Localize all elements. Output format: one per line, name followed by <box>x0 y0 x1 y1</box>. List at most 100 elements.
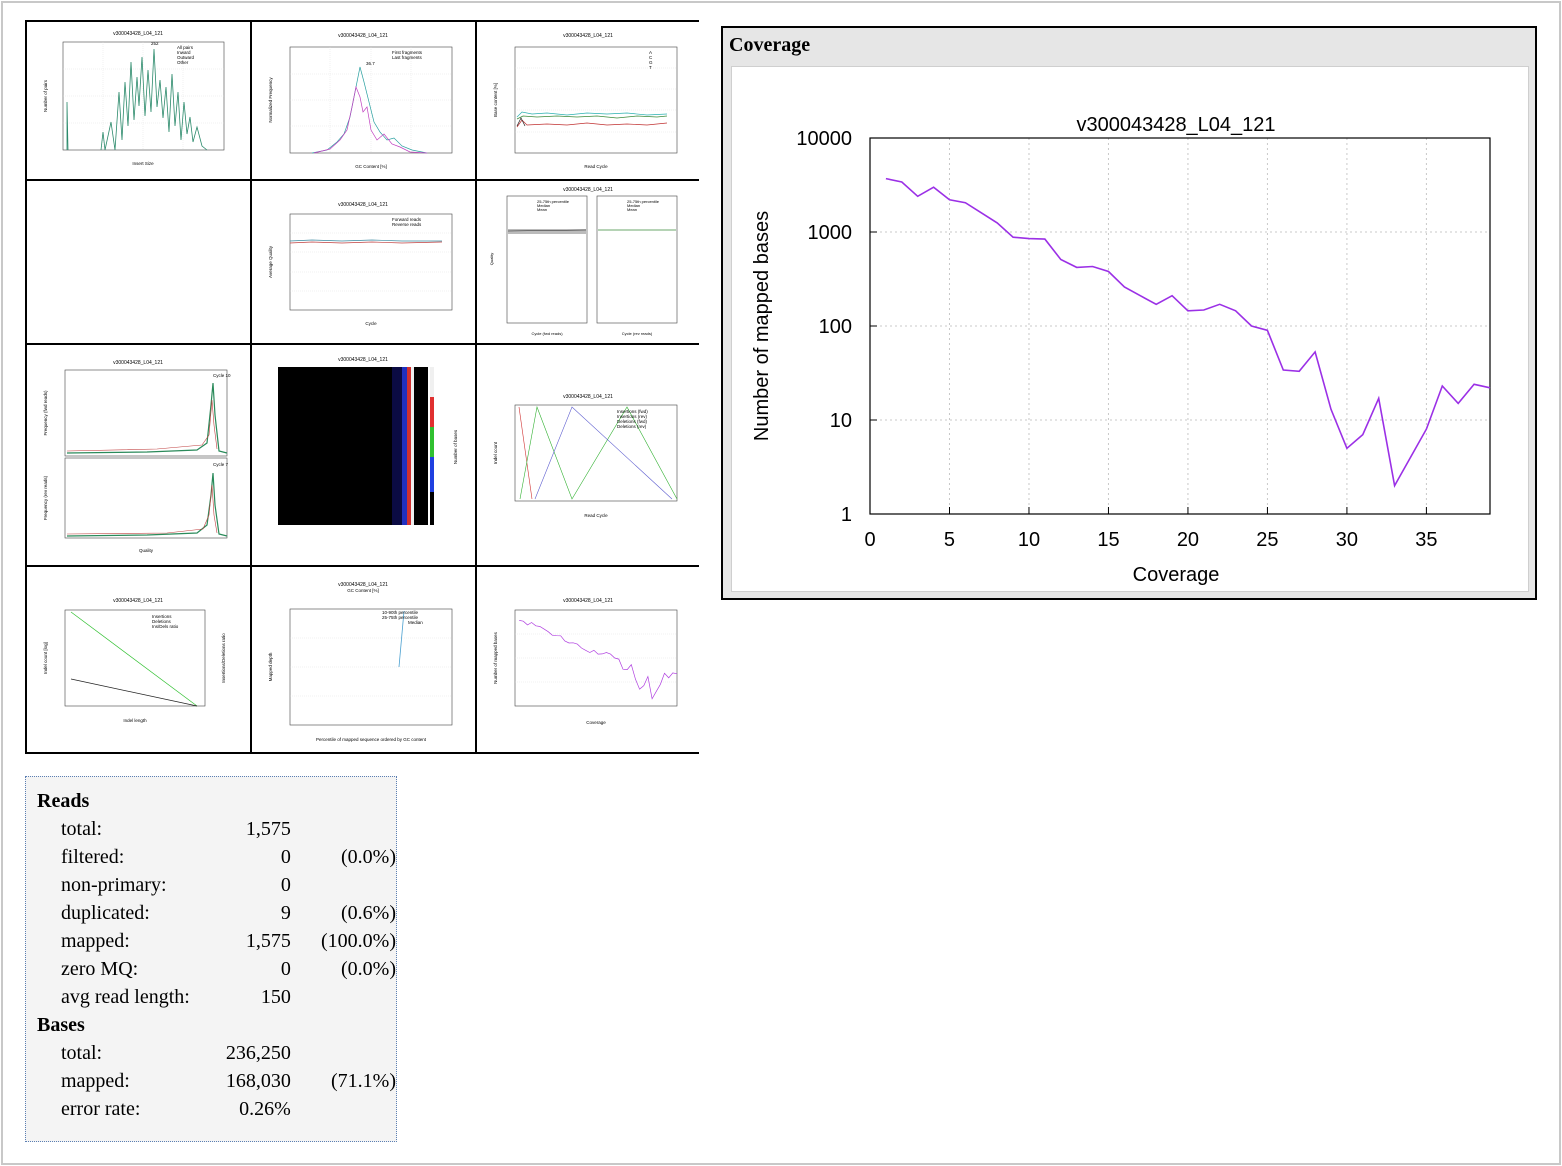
stat-label: error rate: <box>61 1098 141 1120</box>
stat-value: 0 <box>280 846 291 868</box>
legend-item: 25-75th percentile <box>382 615 419 620</box>
y-tick-label: 1 <box>841 504 852 526</box>
stat-value: 236,250 <box>225 1042 291 1064</box>
thumb-title: v300043428_L04_121 <box>563 187 613 193</box>
thumb-quality-freq[interactable]: v300043428_L04_121 Cycle 10 Cycle 7 Qual… <box>27 345 250 565</box>
stat-value: 168,030 <box>225 1070 291 1092</box>
y-axis-label: Frequency (fwd reads) <box>43 390 48 436</box>
legend-item: Median <box>408 620 423 625</box>
y-axis-label: Frequency (rev reads) <box>43 475 48 520</box>
stat-percent: (0.6%) <box>341 902 396 924</box>
thumb-indel-cycles[interactable]: v300043428_L04_121 Insertions (fwd) Inse… <box>477 345 699 565</box>
y-tick-label: 100 <box>819 316 852 338</box>
stat-percent <box>291 1095 396 1123</box>
stats-row: non-primary: 0 <box>37 871 396 899</box>
thumb-quality-dist[interactable]: v300043428_L04_121 25-75th percentile Me… <box>477 181 699 343</box>
thumb-title: v300043428_L04_121 <box>113 360 163 366</box>
x-axis-label: Cycle <box>365 321 377 326</box>
legend-item: 25-75th percentile <box>627 199 660 204</box>
y-axis-label: Average Quality <box>268 245 273 278</box>
y-tick-label: 10 <box>830 410 852 432</box>
thumb-empty <box>27 181 250 343</box>
thumb-gc-depth[interactable]: v300043428_L04_121 GC Content [%] 10-90t… <box>252 567 475 752</box>
coverage-panel: Coverage v300043428_L04_121 0 5 10 15 20 25 30… <box>721 26 1537 600</box>
y-axis-label: Number of mapped bases <box>493 631 498 684</box>
stat-percent: (100.0%) <box>321 930 396 952</box>
stat-label: avg read length: <box>61 986 190 1008</box>
thumb-title: v300043428_L04_121 <box>338 33 388 39</box>
stat-value: 1,575 <box>245 818 291 840</box>
stat-percent: (0.0%) <box>341 958 396 980</box>
gc-content-plot: v300043428_L04_121 First fragments Last … <box>268 33 453 169</box>
thumb-title: v300043428_L04_121 <box>563 598 613 604</box>
y-axis-label: Base content [%] <box>493 83 498 117</box>
x-axis-label: Percentile of mapped sequence ordered by… <box>316 737 427 742</box>
y-axis-label: Quality <box>489 253 494 265</box>
thumb-indel-dist[interactable]: v300043428_L04_121 Insertions Deletions … <box>27 567 250 752</box>
quality-plot: v300043428_L04_121 Forward reads Reverse… <box>268 202 453 326</box>
x-tick-label: 15 <box>1097 529 1119 551</box>
stats-row: mapped: 1,575 (100.0%) <box>37 927 396 955</box>
stat-value: 0.26% <box>239 1098 291 1120</box>
y-axis-label: Number of bases <box>453 429 458 464</box>
y-tick-label: 1000 <box>808 222 853 244</box>
thumb-heatmap[interactable]: v300043428_L04_121 Number of bases <box>252 345 475 565</box>
legend-item: A <box>649 50 652 55</box>
legend-item: Insertions <box>152 614 172 619</box>
x-tick-label: 0 <box>864 529 875 551</box>
legend-item: Insertions (fwd) <box>617 409 648 414</box>
x-axis-label: Quality <box>139 548 154 553</box>
reads-heading: Reads <box>37 790 90 812</box>
coverage-chart: v300043428_L04_121 0 5 10 15 20 25 30 35 1 10 100 1… <box>731 66 1529 592</box>
peak-label: 252 <box>151 41 159 46</box>
x-axis-label: GC Content [%] <box>355 164 387 169</box>
legend-item: Outward <box>177 55 195 60</box>
stat-label: total: <box>61 1042 103 1064</box>
thumb-gc-content[interactable]: v300043428_L04_121 First fragments Last … <box>252 22 475 179</box>
tag-label: Cycle 10 <box>213 373 231 378</box>
legend-item: First fragments <box>392 50 423 55</box>
thumbnail-grid: v300043428_L04_121 All pairs Inward Outw… <box>25 20 699 754</box>
legend-item: 25-75th percentile <box>537 199 570 204</box>
thumb-quality[interactable]: v300043428_L04_121 Forward reads Reverse… <box>252 181 475 343</box>
thumb-coverage-small[interactable]: v300043428_L04_121 Coverage Number of ma… <box>477 567 699 752</box>
y-axis-label: Number of mapped bases <box>751 211 773 441</box>
legend-item: Inward <box>177 50 191 55</box>
heatmap-plot: v300043428_L04_121 Number of bases <box>278 357 458 525</box>
stats-row: filtered: 0 (0.0%) <box>37 843 396 871</box>
thumb-subtitle: GC Content [%] <box>347 588 379 593</box>
legend-item: Mean <box>627 207 637 212</box>
stats-row: avg read length: 150 <box>37 983 396 1011</box>
legend-item: Deletions <box>152 619 172 624</box>
legend-item: Ins/Dels ratio <box>152 624 179 629</box>
tag-label: Cycle 7 <box>213 462 229 467</box>
stat-value: 0 <box>280 874 291 896</box>
thumb-insert-size[interactable]: v300043428_L04_121 All pairs Inward Outw… <box>27 22 250 179</box>
stat-percent: (0.0%) <box>341 846 396 868</box>
legend-item: Median <box>627 203 640 208</box>
stat-label: mapped: <box>61 1070 130 1092</box>
stat-label: mapped: <box>61 930 130 952</box>
legend-item: Insertions (rev) <box>617 414 648 419</box>
thumb-acgt-cycles[interactable]: v300043428_L04_121 A C G T Read Cycle Ba… <box>477 22 699 179</box>
x-axis-label: Insert Size <box>132 161 154 166</box>
x-tick-label: 5 <box>944 529 955 551</box>
legend-item: Forward reads <box>392 217 422 222</box>
legend-item: 10-90th percentile <box>382 610 419 615</box>
y-axis-label: Number of pairs <box>43 79 48 112</box>
y-axis-label: Normalized Frequency <box>268 77 273 123</box>
stats-panel: Reads total: 1,575 filtered: 0 (0.0%) non-pri… <box>25 776 397 1142</box>
peak-label: 36.7 <box>366 61 375 66</box>
stat-percent <box>291 1039 396 1067</box>
thumb-title: v300043428_L04_121 <box>113 31 163 37</box>
x-tick-label: 25 <box>1256 529 1278 551</box>
x-axis-label: Coverage <box>586 720 606 725</box>
legend-item: Deletions (rev) <box>617 424 647 429</box>
insert-size-plot: v300043428_L04_121 All pairs Inward Outw… <box>43 31 225 166</box>
x-tick-label: 20 <box>1177 529 1199 551</box>
stat-percent <box>291 983 396 1011</box>
acgt-plot: v300043428_L04_121 A C G T Read Cycle Ba… <box>493 33 678 169</box>
stats-row: error rate: 0.26% <box>37 1095 396 1123</box>
stats-row: mapped: 168,030 (71.1%) <box>37 1067 396 1095</box>
stat-label: total: <box>61 818 103 840</box>
